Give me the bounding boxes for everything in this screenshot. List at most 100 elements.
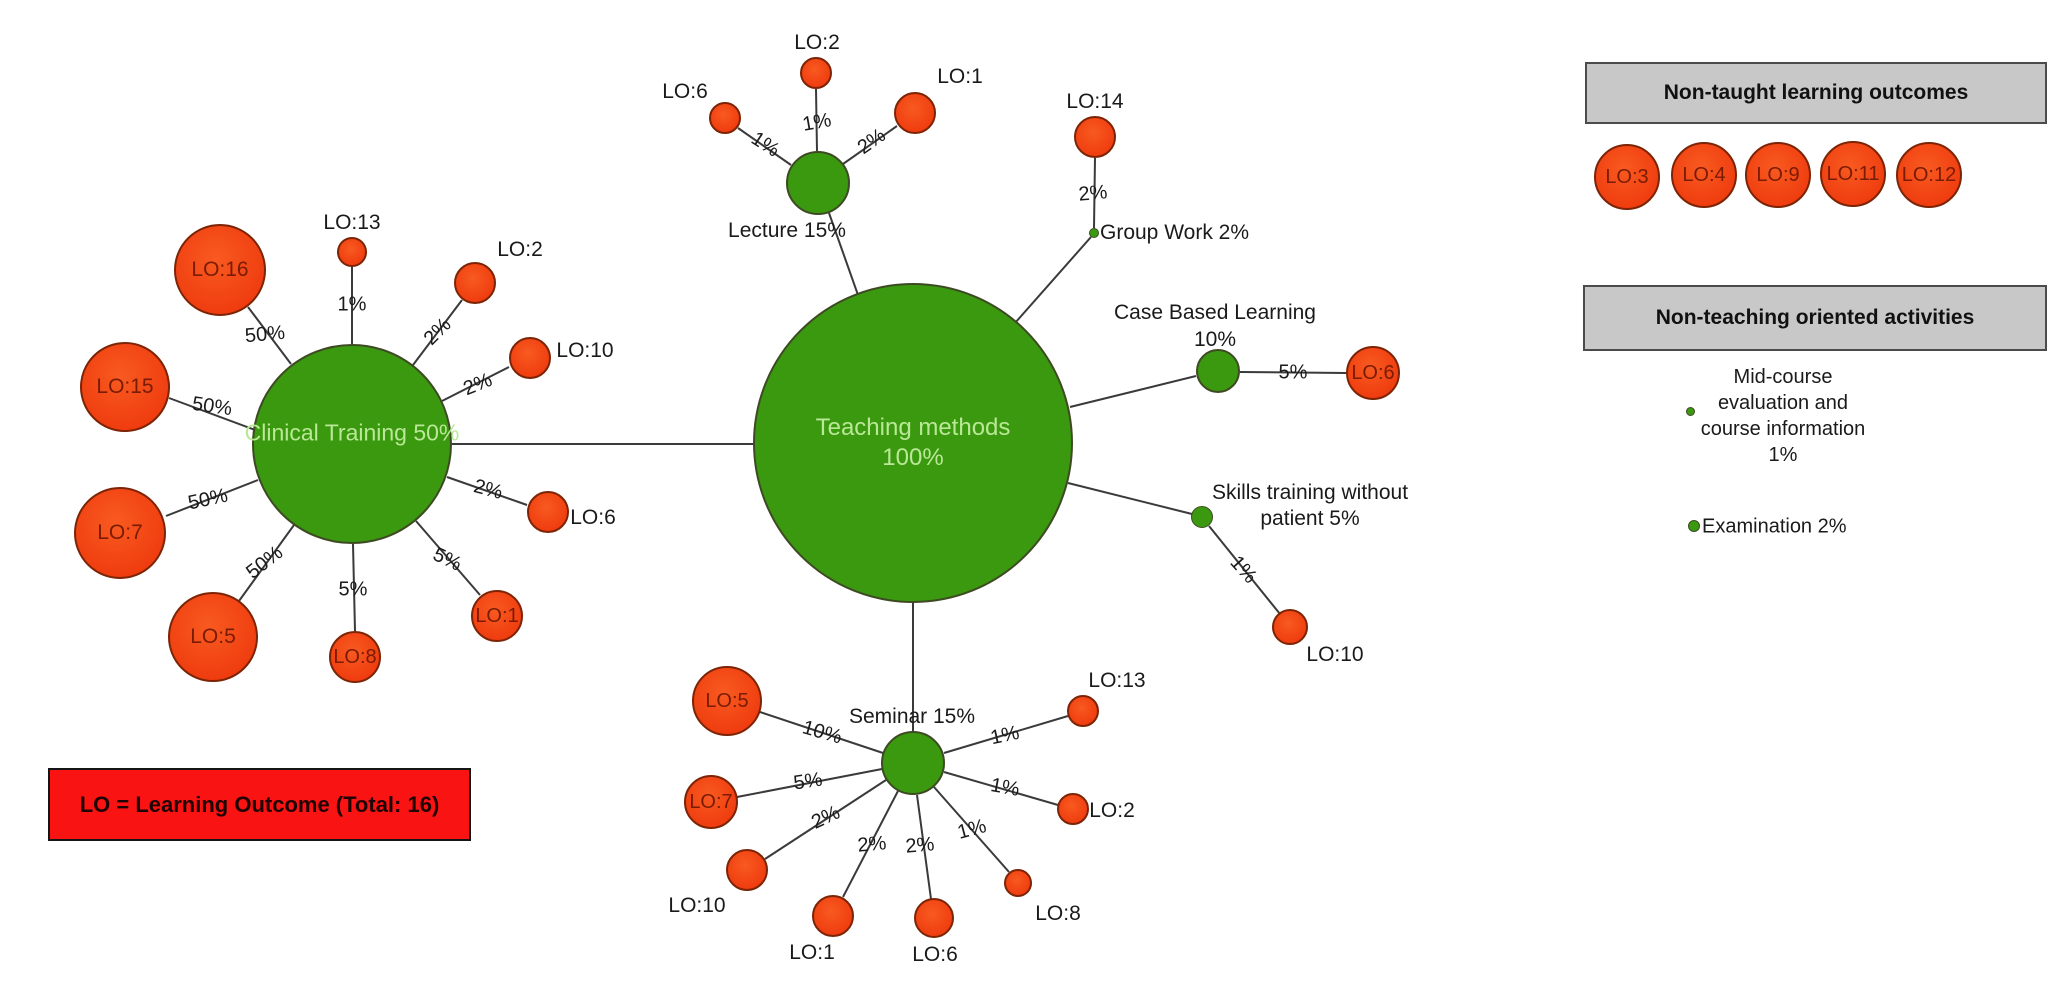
node-clinical-lo7: LO:7: [74, 487, 166, 579]
node-seminar-lo1: [812, 895, 854, 937]
edge-teaching-lecture: [828, 212, 859, 296]
edge-clinical-lo6: [446, 476, 528, 506]
label-group-work-lo14: LO:14: [1066, 90, 1124, 113]
label-seminar-lo8: LO:8: [1035, 902, 1081, 925]
pct-lecture-lo2: 1%: [800, 109, 834, 136]
node-clinical-lo8: LO:8: [329, 631, 381, 683]
label-lecture-lo1: LO:1: [937, 65, 983, 88]
node-clinical-lo6: [527, 491, 569, 533]
edge-clinical-lo16: [247, 306, 292, 365]
label-seminar-lo1: LO:1: [789, 941, 835, 964]
legend-item-lo12: LO:12: [1896, 142, 1962, 208]
examination-dot: [1688, 520, 1700, 532]
label-clinical-lo6: LO:6: [570, 506, 616, 529]
note-box-label: LO = Learning Outcome (Total: 16): [79, 791, 440, 817]
mid-course-dot: [1686, 407, 1695, 416]
edge-seminar-lo1: [842, 790, 899, 898]
pct-clinical-lo8: 5%: [338, 578, 368, 601]
node-clinical-lo5: LO:5: [168, 592, 258, 682]
clinical-training-label: Clinical Training 50%: [244, 419, 460, 446]
edge-teaching-group-work: [1014, 236, 1092, 324]
node-skills-lo10: [1272, 609, 1308, 645]
label-seminar-lo10: LO:10: [668, 894, 726, 917]
pct-group-work-lo14: 2%: [1077, 181, 1109, 206]
node-clinical-lo13: [337, 237, 367, 267]
edge-group-work-lo14: [1093, 157, 1096, 229]
legend-item-lo4: LO:4: [1671, 142, 1737, 208]
edge-clinical-lo7: [165, 479, 259, 517]
edge-teaching-skills: [1067, 482, 1193, 515]
edge-lecture-lo6: [737, 127, 792, 166]
pct-seminar-lo6: 2%: [904, 833, 936, 858]
node-seminar-lo5: LO:5: [692, 666, 762, 736]
skills-training-label: Skills training without patient 5%: [1211, 481, 1409, 530]
node-seminar-lo6: [914, 898, 954, 938]
seminar-label: Seminar 15%: [848, 705, 976, 728]
node-clinical-training: [252, 344, 452, 544]
node-skills-training: [1191, 506, 1213, 528]
pct-clinical-lo13: 1%: [337, 293, 367, 316]
node-case-based-learning: [1196, 349, 1240, 393]
node-lecture: [786, 151, 850, 215]
edge-clinical-lo2: [412, 299, 463, 366]
edge-clinical-lo8: [352, 543, 356, 632]
pct-case-based-lo6: 5%: [1278, 361, 1308, 384]
label-lecture-lo6: LO:6: [662, 80, 708, 103]
mid-course-label: Mid-course evaluation and course informa…: [1700, 366, 1866, 466]
legend-non-teaching-box: Non-teaching oriented activities: [1583, 285, 2047, 351]
teaching-methods-label: Teaching methods 100%: [815, 414, 1011, 471]
edge-clinical-lo15: [168, 397, 256, 431]
node-clinical-lo15: LO:15: [80, 342, 170, 432]
label-seminar-lo13: LO:13: [1088, 669, 1146, 692]
node-seminar-lo8: [1004, 869, 1032, 897]
node-lecture-lo2: [800, 57, 832, 89]
node-clinical-lo10: [509, 337, 551, 379]
edge-clinical-lo1: [415, 520, 481, 596]
note-box: LO = Learning Outcome (Total: 16): [48, 768, 471, 841]
label-seminar-lo6: LO:6: [912, 943, 958, 966]
edge-clinical-lo5: [238, 524, 295, 602]
edge-lecture-lo2: [815, 88, 818, 152]
group-work-label: Group Work 2%: [1100, 221, 1249, 244]
node-seminar: [881, 731, 945, 795]
edge-seminar-lo13: [943, 715, 1069, 754]
node-lecture-lo6: [709, 102, 741, 134]
label-clinical-lo2: LO:2: [497, 238, 543, 261]
legend-item-lo9: LO:9: [1745, 142, 1811, 208]
node-teaching-methods: Teaching methods 100%: [753, 283, 1073, 603]
node-seminar-lo7: LO:7: [684, 775, 738, 829]
legend-non-taught-title: Non-taught learning outcomes: [1663, 81, 1969, 104]
pct-clinical-lo16: 50%: [244, 321, 286, 348]
edge-skills-lo10: [1208, 525, 1281, 615]
edge-seminar-lo5: [759, 711, 884, 754]
edge-lecture-lo1: [842, 125, 898, 165]
edge-seminar-lo8: [933, 786, 1010, 873]
edge-case-based-lo6: [1239, 371, 1347, 374]
pct-seminar-lo1: 2%: [856, 832, 888, 857]
case-based-learning-label: Case Based Learning 10%: [1114, 301, 1316, 351]
examination-label: Examination 2%: [1702, 515, 1847, 538]
label-clinical-lo10: LO:10: [556, 339, 614, 362]
edge-seminar-lo6: [916, 794, 932, 900]
node-lecture-lo1: [894, 92, 936, 134]
legend-non-teaching-title: Non-teaching oriented activities: [1655, 306, 1975, 329]
pct-seminar-lo2: 1%: [988, 774, 1022, 801]
legend-item-lo3: LO:3: [1594, 144, 1660, 210]
pct-seminar-lo7: 5%: [792, 768, 824, 795]
node-clinical-lo16: LO:16: [174, 224, 266, 316]
legend-non-taught-box: Non-taught learning outcomes: [1585, 62, 2047, 124]
edge-clinical-lo10: [441, 366, 510, 402]
edge-seminar-lo10: [764, 779, 887, 860]
legend-item-lo11: LO:11: [1820, 141, 1886, 207]
edge-teaching-case-based: [1069, 375, 1197, 408]
node-clinical-lo2: [454, 262, 496, 304]
label-seminar-lo2: LO:2: [1089, 799, 1135, 822]
lecture-label: Lecture 15%: [728, 219, 846, 242]
edge-seminar-lo7: [736, 768, 883, 798]
node-group-work: [1089, 228, 1099, 238]
node-group-work-lo14: [1074, 116, 1116, 158]
node-clinical-lo1: LO:1: [471, 590, 523, 642]
label-lecture-lo2: LO:2: [794, 31, 840, 54]
